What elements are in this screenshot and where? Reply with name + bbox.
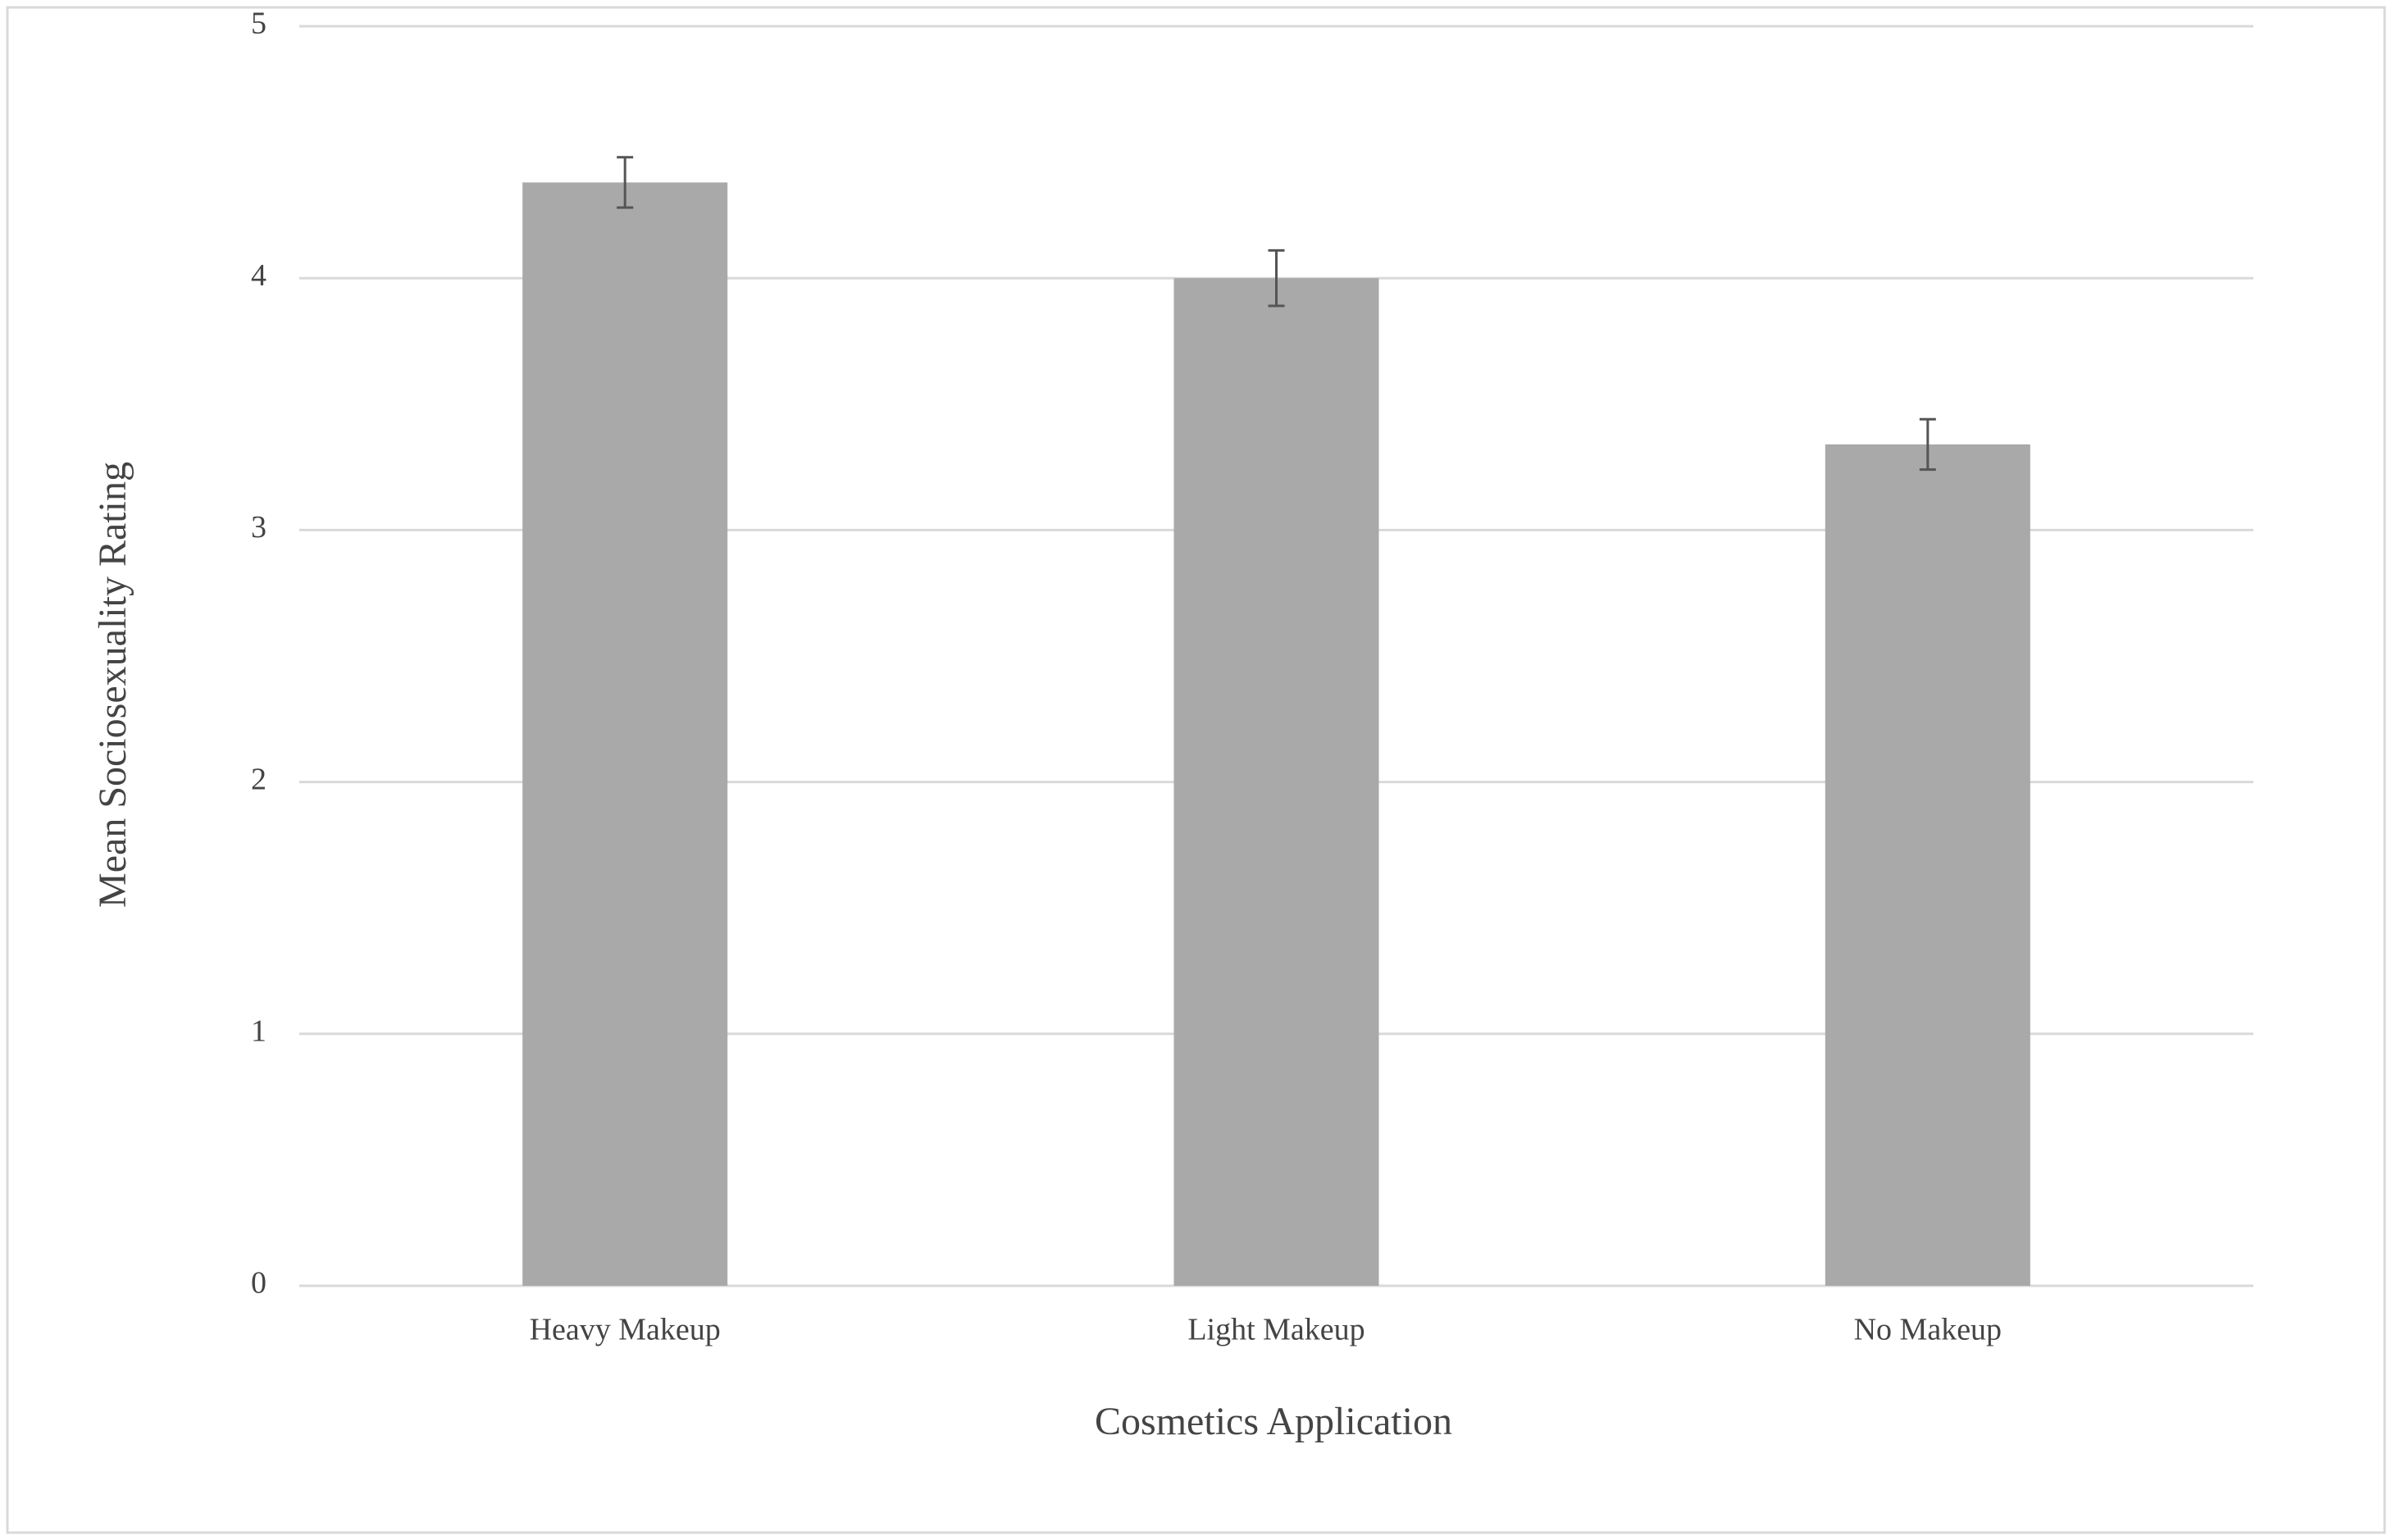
y-tick-label: 3 bbox=[251, 510, 267, 544]
bar bbox=[1173, 278, 1379, 1287]
y-tick-label: 1 bbox=[251, 1014, 267, 1049]
error-bar bbox=[617, 156, 634, 209]
y-tick-label: 2 bbox=[251, 762, 267, 796]
x-tick-label: Heavy Makeup bbox=[530, 1313, 721, 1347]
error-bar bbox=[1919, 417, 1936, 472]
bar bbox=[522, 182, 728, 1287]
y-tick-label: 5 bbox=[251, 7, 267, 41]
y-axis-title: Mean Sociosexuality Rating bbox=[91, 462, 134, 908]
error-bar bbox=[1268, 248, 1285, 308]
y-tick-label: 0 bbox=[251, 1266, 267, 1301]
bar bbox=[1825, 444, 2030, 1286]
x-tick-label: Light Makeup bbox=[1187, 1313, 1365, 1347]
x-axis-title: Cosmetics Application bbox=[1095, 1400, 1452, 1443]
y-tick-label: 4 bbox=[251, 258, 267, 293]
x-tick-label: No Makeup bbox=[1854, 1313, 2002, 1347]
